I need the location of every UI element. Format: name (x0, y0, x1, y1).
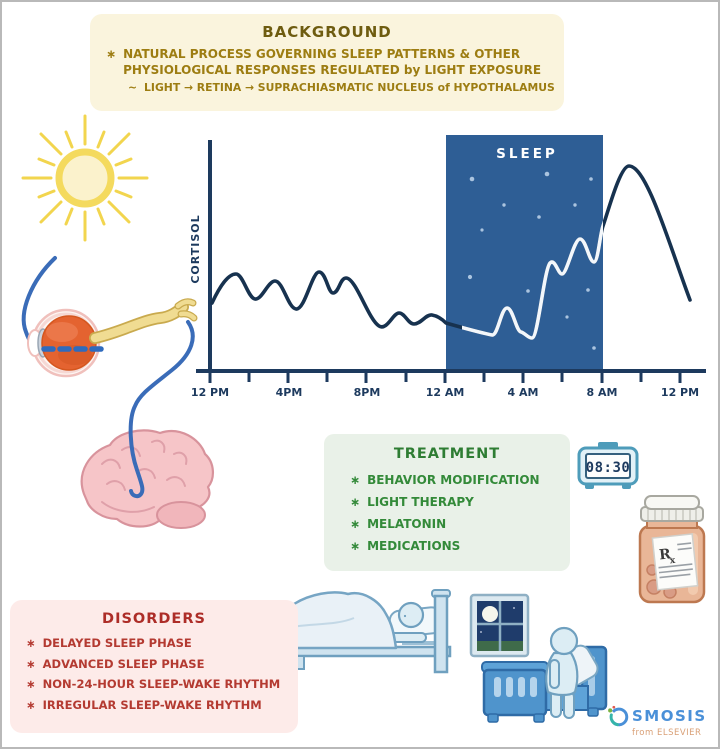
disorder-item: ∗ IRREGULAR SLEEP-WAKE RHYTHM (26, 695, 298, 716)
alarm-clock-icon: 08:30 (577, 442, 639, 489)
bullet-marker: ∗ (350, 539, 361, 553)
tilde-marker: ~ (128, 81, 138, 95)
disorders-box: DISORDERS ∗ DELAYED SLEEP PHASE ∗ ADVANC… (10, 600, 298, 733)
clock-time: 08:30 (586, 460, 631, 476)
bullet-marker: ∗ (350, 473, 361, 487)
background-title: BACKGROUND (262, 23, 392, 41)
treatment-item-label: BEHAVIOR MODIFICATION (367, 473, 540, 487)
bullet-marker: ∗ (350, 495, 361, 509)
treatment-box: TREATMENT ∗ BEHAVIOR MODIFICATION ∗ LIGH… (324, 434, 570, 571)
optic-nerve-icon (89, 298, 198, 344)
osmosis-tagline: from ELSEVIER (632, 728, 702, 738)
disorder-item: ∗ DELAYED SLEEP PHASE (26, 633, 298, 654)
y-axis-label: CORTISOL (189, 214, 202, 283)
treatment-item-label: MEDICATIONS (367, 539, 461, 553)
treatment-item: ∗ BEHAVIOR MODIFICATION (350, 469, 570, 491)
moon-icon (482, 606, 498, 622)
sleep-stars-icon (467, 171, 596, 350)
x-label-12pm-2: 12 PM (661, 386, 699, 399)
disorder-item-label: DELAYED SLEEP PHASE (42, 636, 192, 650)
night-window-icon (469, 593, 530, 658)
disorders-title: DISORDERS (102, 611, 206, 627)
chart-ticks (208, 371, 682, 383)
disorder-item-label: NON-24-HOUR SLEEP-WAKE RHYTHM (42, 677, 281, 691)
bullet-marker: ∗ (26, 697, 36, 712)
treatment-item-label: MELATONIN (367, 517, 447, 531)
background-box: BACKGROUND ∗ NATURAL PROCESS GOVERNING S… (90, 14, 564, 111)
treatment-item: ∗ LIGHT THERAPY (350, 491, 570, 513)
bullet-marker: ∗ (26, 636, 36, 650)
chart-axes (196, 140, 706, 373)
osmosis-o-icon (608, 705, 629, 727)
nerve-signal-path (128, 320, 195, 499)
x-label-12pm: 12 PM (191, 386, 229, 399)
x-label-12am: 12 AM (426, 386, 465, 399)
treatment-title: TREATMENT (393, 446, 501, 462)
bullet-marker: ∗ (106, 47, 117, 61)
cortisol-curve-sleep-segment (462, 220, 603, 340)
x-axis-labels: 12 PM 4PM 8PM 12 AM 4 AM 8 AM 12 PM (191, 386, 699, 399)
osmosis-wordmark: SMOSIS (632, 707, 707, 725)
x-label-4pm: 4PM (276, 386, 303, 399)
disorder-item-label: ADVANCED SLEEP PHASE (42, 656, 205, 671)
rx-symbol-sub: x (669, 556, 676, 567)
treatment-item: ∗ MELATONIN (350, 513, 570, 535)
rx-label: R x (651, 533, 699, 591)
treatment-item: ∗ MEDICATIONS (350, 535, 570, 557)
disorder-item-label: IRREGULAR SLEEP-WAKE RHYTHM (42, 697, 262, 712)
pill-bottle-icon: R x (638, 495, 706, 604)
sun-icon (21, 114, 149, 242)
x-label-4am: 4 AM (508, 386, 539, 399)
sitting-person-bed-icon (481, 626, 608, 723)
x-label-8am: 8 AM (587, 386, 618, 399)
rx-symbol: R (658, 546, 672, 563)
bullet-marker: ∗ (26, 656, 36, 671)
bullet-marker: ∗ (350, 517, 361, 531)
sleep-region-label: SLEEP (496, 146, 558, 162)
treatment-item-label: LIGHT THERAPY (367, 495, 474, 509)
brain-icon (80, 320, 214, 529)
osmosis-logo: SMOSIS from ELSEVIER (606, 704, 718, 738)
disorder-item: ∗ ADVANCED SLEEP PHASE (26, 654, 298, 675)
bullet-marker: ∗ (26, 677, 36, 691)
eye-icon (21, 256, 198, 378)
sleeping-person-bed-icon (272, 589, 452, 674)
x-label-8pm: 8PM (354, 386, 381, 399)
cortisol-chart: SLEEP 12 PM 4PM 8PM 12 AM 4 AM 8 (189, 135, 706, 399)
disorder-item: ∗ NON-24-HOUR SLEEP-WAKE RHYTHM (26, 674, 298, 695)
background-point: NATURAL PROCESS GOVERNING SLEEP PATTERNS… (123, 47, 542, 77)
sitting-person (545, 626, 579, 719)
background-pathway: LIGHT → RETINA → SUPRACHIASMATIC NUCLEUS… (144, 81, 555, 95)
